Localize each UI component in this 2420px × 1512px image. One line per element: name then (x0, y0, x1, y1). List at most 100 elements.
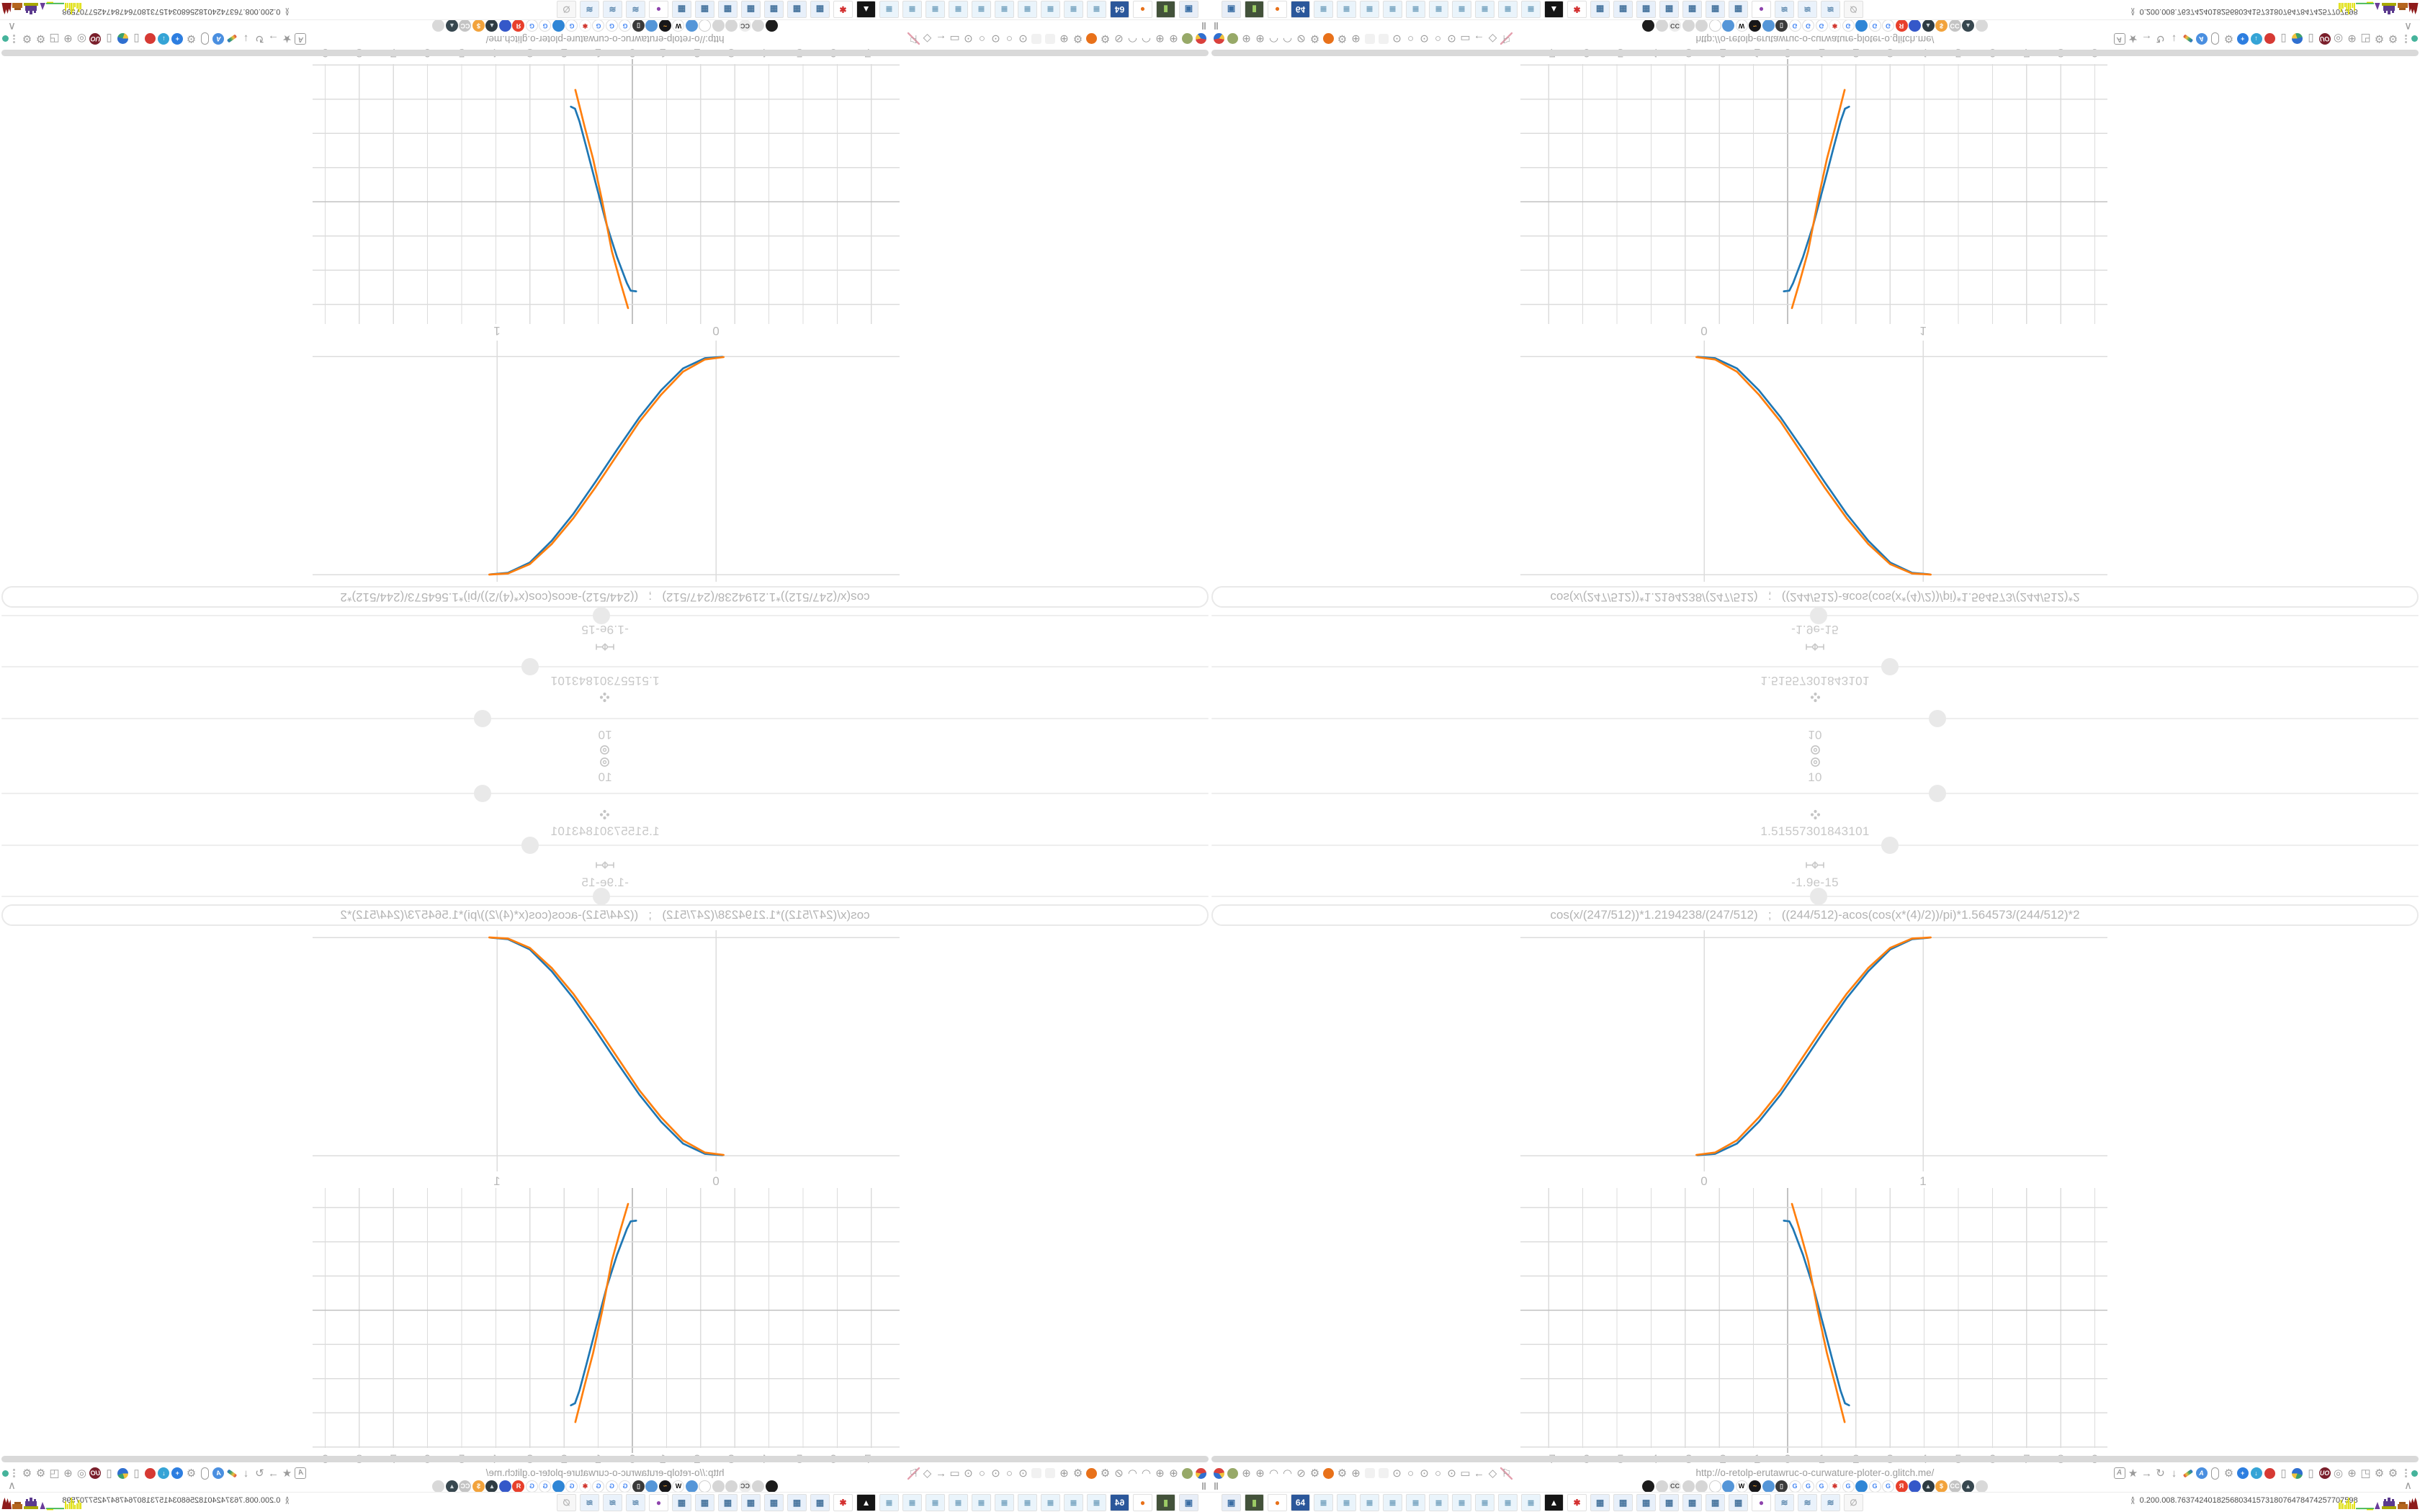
floppy64-app[interactable]: 64 (1110, 1494, 1129, 1511)
tray-expand-icon[interactable]: ∧ ∧ (2130, 6, 2136, 17)
wikipedia-favicon[interactable]: W (672, 19, 685, 32)
addon-slot-icon[interactable] (1044, 33, 1057, 45)
calculator-app[interactable]: ▦ (787, 1, 807, 18)
globe-icon[interactable]: ⊕ (1255, 1467, 1265, 1480)
cc-favicon[interactable]: CC (1669, 1480, 1681, 1493)
display-app[interactable]: ▣ (1179, 1494, 1198, 1511)
shield-icon[interactable]: ◇ (923, 32, 932, 45)
muted-favicon[interactable] (1655, 1480, 1668, 1493)
globe-gray-icon[interactable]: ⊕ (63, 1467, 73, 1480)
mouse-icon[interactable] (2209, 1467, 2221, 1480)
globe-icon[interactable]: ⊕ (1155, 32, 1165, 45)
collapse-chevron-icon[interactable]: ∧ (8, 1480, 16, 1492)
globe-color-icon[interactable] (117, 33, 129, 45)
addon-slot-icon[interactable] (1377, 1467, 1389, 1480)
wave-favicon[interactable]: ~ (1749, 1480, 1761, 1493)
google-favicon[interactable]: G (565, 1480, 578, 1493)
radio-icon[interactable]: ○ (1434, 1467, 1442, 1480)
google-favicon[interactable]: G (1802, 19, 1814, 32)
addon-slot-icon[interactable] (1031, 33, 1043, 45)
gear-red-favicon[interactable]: ✱ (1829, 19, 1841, 32)
translate-blue-icon[interactable]: A (212, 1467, 225, 1480)
redgear-app[interactable]: ✱ (1567, 1494, 1587, 1511)
flag-off-icon[interactable]: ⚐ (908, 1467, 920, 1480)
forward-arrow-icon[interactable]: → (2141, 32, 2152, 45)
pencil-icon[interactable] (2182, 33, 2194, 45)
gear-icon[interactable]: ⚙ (22, 32, 32, 45)
balloon-icon[interactable] (1195, 33, 1207, 45)
pause-icon[interactable]: ‖ (1201, 1480, 1206, 1492)
calculator-app[interactable]: ▦ (1590, 1, 1610, 18)
calculator-app[interactable]: ▦ (810, 1494, 830, 1511)
gear-icon[interactable]: ⚙ (2388, 1467, 2398, 1480)
cat-app[interactable]: ▲ (856, 1494, 876, 1511)
translate-favicon[interactable]: G (619, 19, 632, 32)
trash-favicon[interactable]: ▯ (632, 1480, 645, 1493)
flag-off-icon[interactable]: ⚐ (1500, 32, 1512, 45)
notepad-app[interactable]: ≣ (879, 1494, 899, 1511)
firefox-app[interactable]: ● (1268, 1494, 1287, 1511)
muted-app[interactable]: ∅ (1844, 1494, 1863, 1511)
radio-dot-icon[interactable]: ⊙ (1447, 32, 1456, 45)
wave-favicon[interactable]: ~ (1749, 19, 1761, 32)
notepad-app[interactable]: ≣ (1337, 1, 1356, 18)
shield-icon[interactable]: ◇ (923, 1467, 932, 1480)
scroll-app[interactable]: ≋ (1821, 1, 1840, 18)
translate-icon[interactable]: A (295, 1467, 307, 1480)
paint-favicon[interactable] (552, 19, 565, 32)
radio-dot-icon[interactable]: ⊙ (1447, 1467, 1456, 1480)
globe-gray-icon[interactable]: ⊕ (63, 32, 73, 45)
translate-favicon[interactable]: G (619, 1480, 632, 1493)
wrench-icon[interactable]: ⚙ (2374, 1467, 2385, 1480)
google-favicon[interactable]: G (1868, 1480, 1881, 1493)
muted-favicon[interactable] (752, 1480, 765, 1493)
pause-icon[interactable]: ‖ (1201, 20, 1206, 32)
console-app[interactable]: ▮ (1245, 1494, 1264, 1511)
display-app[interactable]: ▣ (1222, 1, 1241, 18)
notepad-app[interactable]: ≣ (995, 1494, 1014, 1511)
scroll-app[interactable]: ≋ (1821, 1494, 1840, 1511)
overflow-dots-icon[interactable] (13, 1469, 15, 1477)
mouse-icon[interactable] (2209, 32, 2221, 45)
sync-shield-icon[interactable]: ↓ (158, 1467, 170, 1480)
radio-icon[interactable]: ○ (1407, 32, 1415, 45)
back-arrow-icon[interactable]: ← (936, 1467, 946, 1480)
scroll-app[interactable]: ≋ (580, 1, 599, 18)
gear-red-favicon[interactable]: ✱ (579, 1480, 591, 1493)
radio-icon[interactable]: ○ (978, 1467, 986, 1480)
scroll-app[interactable]: ≋ (1775, 1494, 1794, 1511)
calculator-app[interactable]: ▦ (764, 1494, 784, 1511)
wikipedia-favicon[interactable]: W (1735, 1480, 1748, 1493)
wrench-icon[interactable]: ⚙ (1100, 1467, 1111, 1480)
download-icon[interactable]: ↓ (243, 32, 249, 45)
star-icon[interactable]: ★ (2128, 1467, 2138, 1480)
formula-input[interactable]: cos(x/(247/512))*1.2194238/(247/512) ; (… (1211, 904, 2419, 926)
notepad-app[interactable]: ≣ (1383, 1, 1402, 18)
collapse-chevron-icon[interactable]: ∧ (8, 20, 16, 32)
google-favicon[interactable]: G (606, 1480, 618, 1493)
coin-favicon[interactable]: $ (472, 1480, 485, 1493)
cat-app[interactable]: ▲ (1544, 1494, 1564, 1511)
pause-icon[interactable]: ‖ (1214, 1480, 1219, 1492)
calculator-app[interactable]: ▦ (1613, 1, 1633, 18)
calculator-app[interactable]: ▦ (787, 1494, 807, 1511)
shield-gray-icon[interactable]: ◎ (76, 1467, 87, 1480)
balloon-icon[interactable] (1213, 33, 1225, 45)
photo-favicon[interactable]: ▴ (1962, 19, 1974, 32)
calculator-app[interactable]: ▦ (810, 1, 830, 18)
photo-favicon[interactable]: ▴ (485, 19, 498, 32)
google-favicon[interactable]: G (539, 1480, 552, 1493)
calculator-app[interactable]: ▦ (1706, 1494, 1725, 1511)
calculator-app[interactable]: ▦ (1613, 1494, 1633, 1511)
translate-favicon[interactable]: G (1788, 19, 1801, 32)
star-icon[interactable]: ★ (282, 32, 292, 45)
notepad-app[interactable]: ≣ (1087, 1, 1106, 18)
muted-favicon[interactable] (725, 19, 738, 32)
muted-favicon[interactable] (725, 1480, 738, 1493)
translate-favicon[interactable]: G (1788, 1480, 1801, 1493)
puzzle-icon[interactable]: ◳ (49, 1467, 60, 1480)
globe-icon[interactable]: ⊕ (1059, 1467, 1069, 1480)
notepad-app[interactable]: ≣ (1521, 1, 1541, 18)
add-circle-icon[interactable]: + (2236, 1467, 2249, 1480)
globe-blocked-icon[interactable]: ⊘ (1114, 1467, 1124, 1480)
